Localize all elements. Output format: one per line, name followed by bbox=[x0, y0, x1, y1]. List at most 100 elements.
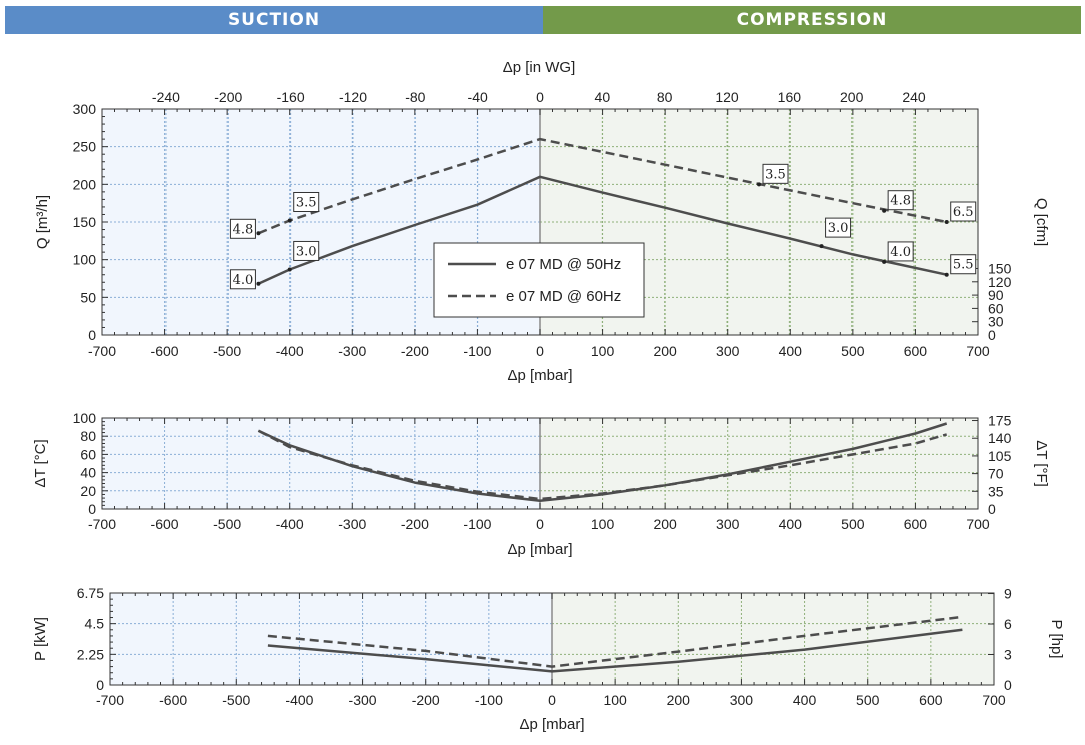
x-tick-label: -600 bbox=[159, 692, 187, 708]
annotation-point bbox=[287, 218, 292, 223]
series-line-60hz bbox=[257, 137, 947, 235]
compression-region bbox=[540, 418, 978, 509]
y-tick-label: 20 bbox=[80, 483, 96, 499]
x-tick-label: 500 bbox=[841, 343, 865, 359]
annotation-box bbox=[887, 190, 914, 211]
x-tick-label: -300 bbox=[338, 516, 366, 532]
x2-axis-label: Δp [in WG] bbox=[503, 59, 576, 76]
x-tick-label: -300 bbox=[349, 692, 377, 708]
x2-tick-label: 0 bbox=[536, 89, 544, 105]
x2-tick-label: -160 bbox=[277, 89, 305, 105]
x2-tick-label: -80 bbox=[405, 89, 425, 105]
x-tick-label: 0 bbox=[548, 692, 556, 708]
x-tick-label: 300 bbox=[716, 516, 740, 532]
x-tick-label: -200 bbox=[401, 343, 429, 359]
annotation-box bbox=[825, 217, 852, 238]
annotation-box bbox=[229, 218, 256, 239]
annotation-label: 6.5 bbox=[953, 205, 974, 220]
y-tick-label: 300 bbox=[73, 101, 97, 117]
annotation-label: 3.5 bbox=[296, 195, 317, 210]
x-tick-label: -500 bbox=[213, 343, 241, 359]
annotation-box bbox=[229, 269, 256, 290]
annotation-label: 4.8 bbox=[233, 222, 254, 237]
annotation-box bbox=[293, 240, 320, 261]
x-tick-label: 500 bbox=[856, 692, 880, 708]
x-tick-label: -400 bbox=[276, 516, 304, 532]
x-tick-label: 0 bbox=[536, 516, 544, 532]
y2-tick-label: 90 bbox=[988, 287, 1004, 303]
x2-tick-label: 240 bbox=[902, 89, 926, 105]
y2-tick-label: 3 bbox=[1004, 647, 1012, 663]
x-tick-label: -100 bbox=[463, 343, 491, 359]
x-tick-label: 700 bbox=[982, 692, 1006, 708]
x2-tick-label: -240 bbox=[152, 89, 180, 105]
y-axis-label: ΔT [°C] bbox=[32, 439, 49, 487]
suction-header: SUCTION bbox=[5, 6, 543, 34]
annotation-label: 5.5 bbox=[953, 258, 974, 273]
annotation-point bbox=[819, 244, 824, 249]
y-tick-label: 0 bbox=[96, 677, 104, 693]
x-tick-label: -200 bbox=[401, 516, 429, 532]
y-tick-label: 250 bbox=[73, 139, 97, 155]
y-tick-label: 0 bbox=[88, 327, 96, 343]
x2-tick-label: -120 bbox=[339, 89, 367, 105]
y2-tick-label: 0 bbox=[988, 501, 996, 517]
x-tick-label: 400 bbox=[779, 343, 803, 359]
annotation-point bbox=[287, 267, 292, 272]
y-tick-label: 50 bbox=[80, 289, 96, 305]
x2-tick-label: 160 bbox=[778, 89, 802, 105]
x-tick-label: -700 bbox=[96, 692, 124, 708]
x-axis-label: Δp [mbar] bbox=[507, 367, 572, 384]
y-tick-label: 6.75 bbox=[77, 585, 104, 601]
x-tick-label: 200 bbox=[653, 343, 677, 359]
x-tick-label: 300 bbox=[716, 343, 740, 359]
x2-tick-label: -40 bbox=[468, 89, 488, 105]
y-tick-label: 150 bbox=[73, 214, 97, 230]
y2-tick-label: 150 bbox=[988, 260, 1012, 276]
series-line-50hz bbox=[257, 175, 947, 285]
compression-header: COMPRESSION bbox=[543, 6, 1081, 34]
annotation-point bbox=[757, 182, 761, 187]
x2-tick-label: -200 bbox=[214, 89, 242, 105]
y-tick-label: 80 bbox=[80, 428, 96, 444]
annotation-box bbox=[950, 201, 977, 222]
y2-tick-label: 60 bbox=[988, 300, 1004, 316]
x-tick-label: 100 bbox=[591, 516, 615, 532]
x-tick-label: -100 bbox=[475, 692, 503, 708]
x-tick-label: 100 bbox=[591, 343, 615, 359]
y-tick-label: 2.25 bbox=[77, 646, 104, 662]
x-tick-label: 700 bbox=[966, 343, 990, 359]
x-tick-label: -200 bbox=[412, 692, 440, 708]
x-tick-label: -100 bbox=[463, 516, 491, 532]
y2-tick-label: 175 bbox=[988, 413, 1012, 429]
legend-box bbox=[433, 242, 645, 318]
x-tick-label: -500 bbox=[213, 516, 241, 532]
y2-tick-label: 9 bbox=[1004, 586, 1012, 602]
flow-chart: -700 -600 -500 -400 -300 -200 -100 0 100 200 300 40… bbox=[34, 59, 1050, 384]
x-tick-label: -700 bbox=[88, 516, 116, 532]
y-axis-label: P [kW] bbox=[32, 617, 49, 661]
x-tick-label: -400 bbox=[276, 343, 304, 359]
x-axis-label: Δp [mbar] bbox=[519, 716, 584, 733]
legend-label: e 07 MD @ 50Hz bbox=[506, 256, 621, 273]
annotation-label: 3.5 bbox=[765, 167, 786, 182]
x-tick-label: 200 bbox=[653, 516, 677, 532]
annotation-label: 3.0 bbox=[296, 244, 317, 259]
y-tick-label: 200 bbox=[73, 176, 97, 192]
x-tick-label: -300 bbox=[338, 343, 366, 359]
annotation-point bbox=[882, 208, 887, 213]
temp-chart: -700 -600 -500 -400 -300 -200 -100 0 100 200 300 40… bbox=[32, 410, 1050, 558]
y-tick-label: 100 bbox=[73, 252, 97, 268]
y-axis-label: Q [m³/h] bbox=[34, 195, 51, 249]
y2-axis-label: Q [cfm] bbox=[1033, 198, 1050, 246]
annotation-box bbox=[887, 241, 914, 262]
annotation-point bbox=[256, 281, 261, 286]
x-tick-label: 400 bbox=[779, 516, 803, 532]
y2-tick-label: 70 bbox=[988, 466, 1004, 482]
x2-tick-label: 80 bbox=[657, 89, 673, 105]
y2-tick-label: 6 bbox=[1004, 616, 1012, 632]
series-line-50hz bbox=[267, 628, 963, 673]
x-tick-label: 400 bbox=[793, 692, 817, 708]
annotation-label: 3.0 bbox=[828, 221, 849, 236]
